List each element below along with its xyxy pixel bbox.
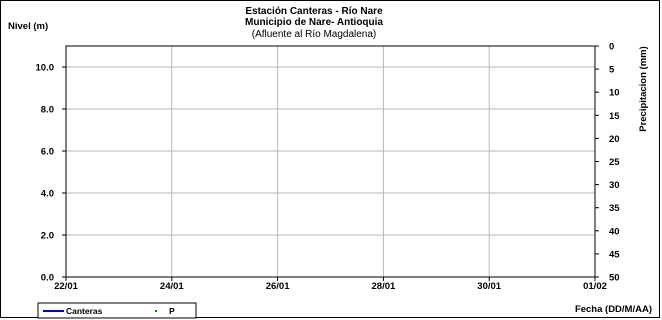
y-right-tick-label: 30: [609, 180, 620, 191]
y-right-tick-label: 5: [609, 65, 615, 76]
y-right-tick-label: 40: [609, 226, 620, 237]
legend: Canteras P: [37, 302, 197, 319]
y-axis-left-label: Nivel (m): [8, 21, 48, 32]
y-right-tick-label: 10: [609, 88, 620, 99]
y-left-tick-label: 4.0: [41, 189, 54, 200]
y-right-tick-label: 25: [609, 157, 620, 168]
chart-title-group: Estación Canteras - Río Nare Municipio d…: [245, 6, 383, 40]
y-right-tick-label: 0: [609, 42, 614, 53]
y-right-tick-label: 35: [609, 203, 620, 214]
legend-p-label: P: [169, 306, 175, 316]
legend-box: [37, 302, 197, 319]
y-left-tick-label: 0.0: [41, 273, 54, 284]
x-axis-ticks: 22/01 24/01 26/01 28/01 30/01 01/02: [54, 277, 607, 292]
x-tick-label: 28/01: [372, 281, 396, 292]
y-axis-right-label: Precipitacion (mm): [638, 46, 649, 132]
chart-title-line-1: Estación Canteras - Río Nare: [245, 6, 383, 17]
x-tick-label: 30/01: [477, 281, 501, 292]
y-right-tick-label: 45: [609, 249, 620, 260]
x-tick-label: 01/02: [583, 281, 607, 292]
x-tick-label: 26/01: [266, 281, 290, 292]
legend-canteras-label: Canteras: [66, 306, 103, 316]
y-left-tick-label: 10.0: [36, 63, 55, 74]
y-left-tick-label: 6.0: [41, 147, 54, 158]
chart-title-line-2: Municipio de Nare- Antioquia: [245, 17, 383, 28]
x-tick-label: 22/01: [54, 281, 78, 292]
y-right-tick-label: 20: [609, 134, 620, 145]
y-right-tick-label: 50: [609, 273, 620, 284]
x-tick-label: 24/01: [160, 281, 184, 292]
y-left-tick-label: 8.0: [41, 105, 54, 116]
legend-p-swatch: [155, 310, 157, 312]
y-axis-left-ticks: 0.0 2.0 4.0 6.0 8.0 10.0: [36, 63, 66, 284]
y-left-tick-label: 2.0: [41, 231, 54, 242]
chart-subtitle: (Afluente al Río Magdalena): [252, 29, 377, 40]
y-axis-right-ticks: 0 5 10 15 20 25 30 35 40 45 50: [595, 42, 620, 284]
plot-area-border: [65, 45, 596, 278]
y-right-tick-label: 15: [609, 111, 620, 122]
grid: [66, 46, 595, 277]
x-axis-label: Fecha (DD/M/AA): [575, 304, 652, 315]
